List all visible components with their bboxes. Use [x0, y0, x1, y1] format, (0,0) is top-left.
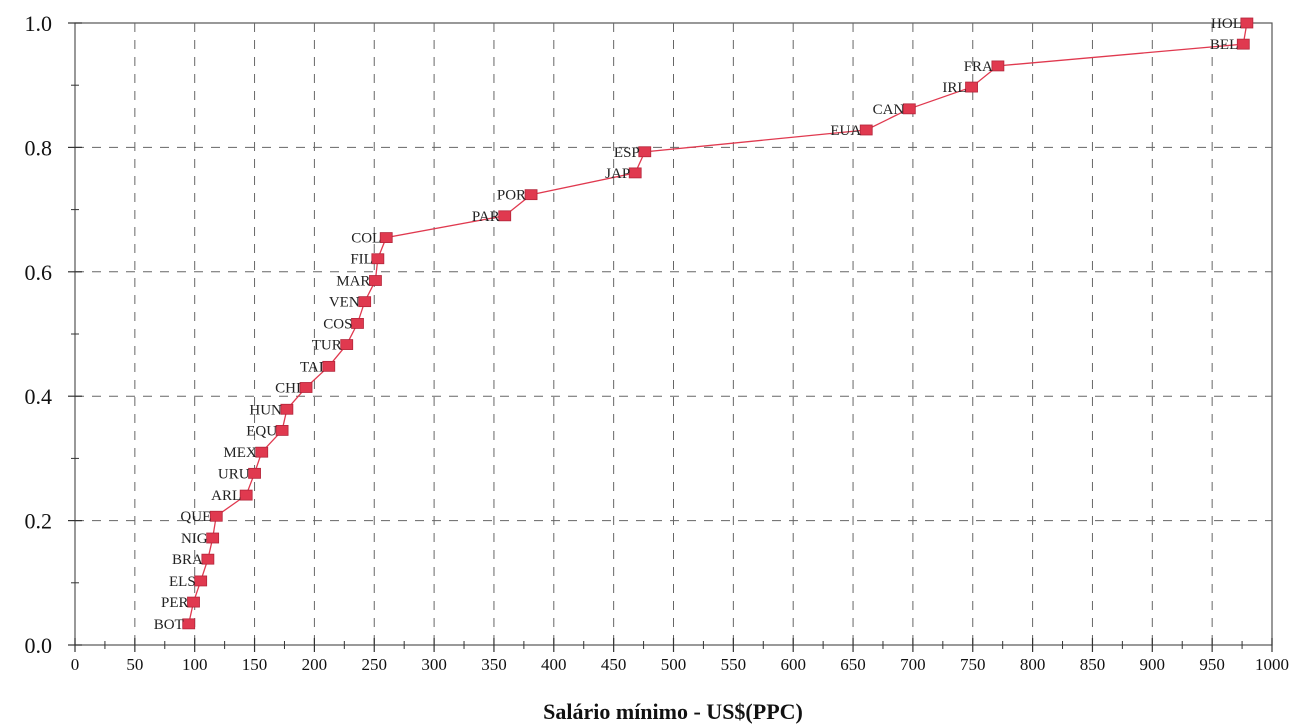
- x-tick-label: 850: [1080, 655, 1106, 674]
- y-tick-label: 0.0: [25, 633, 53, 658]
- data-point-marker: [255, 446, 269, 458]
- data-point-marker: [206, 532, 220, 544]
- data-point-label: URU: [218, 466, 250, 482]
- data-point-marker: [280, 403, 294, 415]
- data-point-label: JAP: [605, 166, 630, 182]
- x-tick-label: 1000: [1255, 655, 1289, 674]
- y-tick-label: 0.2: [25, 509, 53, 534]
- data-point-marker: [299, 382, 313, 393]
- data-point-marker: [859, 124, 873, 136]
- data-point-marker: [187, 596, 200, 608]
- grid-lines: [75, 23, 1272, 645]
- x-tick-label: 250: [362, 655, 388, 674]
- x-tick-label: 900: [1140, 655, 1166, 674]
- data-point-marker: [524, 189, 538, 201]
- x-tick-label: 200: [302, 655, 328, 674]
- x-tick-label: 500: [661, 655, 687, 674]
- x-tick-label: 800: [1020, 655, 1046, 674]
- x-tick-label: 600: [780, 655, 806, 674]
- x-tick-label: 100: [182, 655, 208, 674]
- data-point-marker: [1236, 38, 1250, 50]
- y-tick-label: 1.0: [25, 11, 53, 36]
- x-tick-label: 300: [421, 655, 447, 674]
- data-point-label: ARL: [211, 488, 241, 504]
- data-point-marker: [351, 318, 364, 329]
- data-point-label: TAI: [300, 359, 324, 375]
- data-point-label: CHI: [275, 380, 301, 396]
- data-point-marker: [991, 60, 1005, 72]
- data-point-label: MAR: [336, 274, 370, 290]
- data-point-label: ESP: [614, 145, 640, 161]
- x-axis-label: Salário mínimo - US$(PPC): [543, 699, 803, 724]
- data-point-marker: [340, 339, 354, 350]
- x-tick-label: 950: [1199, 655, 1225, 674]
- data-point-label: COL: [351, 231, 381, 247]
- y-axis-tick-labels: 0.0 0.2 0.4 0.6 0.8 1.0: [25, 11, 53, 658]
- y-tick-label: 0.6: [25, 260, 53, 285]
- data-point-label: TUR: [312, 338, 342, 354]
- data-point-label: VEN: [329, 295, 360, 311]
- data-point-label: POR: [497, 188, 526, 204]
- x-tick-label: 550: [721, 655, 747, 674]
- data-point-marker: [201, 553, 215, 565]
- data-point-label: IRL: [942, 80, 966, 96]
- data-point-marker: [498, 210, 512, 222]
- data-point-label: FRA: [964, 59, 993, 75]
- data-point-marker: [209, 510, 223, 522]
- y-tick-label: 0.8: [25, 135, 53, 160]
- axes: [68, 22, 1273, 652]
- data-point-marker: [628, 167, 642, 179]
- data-point-marker: [182, 618, 196, 630]
- data-point-marker: [371, 253, 385, 265]
- data-point-marker: [369, 275, 382, 286]
- x-tick-label: 50: [126, 655, 143, 674]
- x-tick-label: 150: [242, 655, 268, 674]
- data-point-label: QUE: [180, 509, 211, 525]
- data-point-label: MEX: [223, 445, 257, 461]
- data-point-label: BEL: [1210, 37, 1238, 53]
- data-point-marker: [322, 360, 336, 372]
- data-point-label: BOT: [154, 617, 184, 633]
- data-point-label: CAN: [873, 102, 905, 118]
- data-point-label: COS: [323, 316, 352, 332]
- data-point-label: EQU: [246, 423, 277, 439]
- data-point-label: BRA: [172, 552, 203, 568]
- data-point-marker: [194, 575, 208, 587]
- data-point-marker: [248, 467, 261, 479]
- data-point-label: EUA: [830, 123, 861, 139]
- x-tick-label: 0: [71, 655, 80, 674]
- data-point-label: NIG: [181, 531, 208, 547]
- x-tick-label: 350: [481, 655, 507, 674]
- data-point-marker: [902, 103, 916, 115]
- x-tick-label: 400: [541, 655, 567, 674]
- data-point-marker: [379, 232, 393, 243]
- data-point-label: ELS: [169, 574, 196, 590]
- data-markers: [182, 17, 1254, 630]
- data-point-label: FIL: [350, 252, 373, 268]
- data-point-label: HUN: [249, 402, 282, 418]
- data-point-label: PER: [161, 595, 189, 611]
- y-tick-label: 0.4: [25, 384, 53, 409]
- data-point-label: HOL: [1211, 16, 1242, 32]
- data-point-marker: [638, 146, 652, 158]
- x-tick-label: 750: [960, 655, 986, 674]
- x-tick-label: 450: [601, 655, 627, 674]
- data-point-marker: [239, 489, 253, 501]
- x-axis-tick-labels: 0 50 100 150 200 250 300 350 400 450 500 550 600 650 7…: [71, 655, 1289, 674]
- data-point-marker: [275, 425, 289, 436]
- x-tick-label: 650: [840, 655, 866, 674]
- data-point-marker: [1240, 17, 1254, 29]
- x-tick-label: 700: [900, 655, 926, 674]
- data-point-marker: [358, 296, 372, 308]
- data-point-marker: [965, 81, 978, 93]
- data-point-label: PAR: [472, 209, 500, 225]
